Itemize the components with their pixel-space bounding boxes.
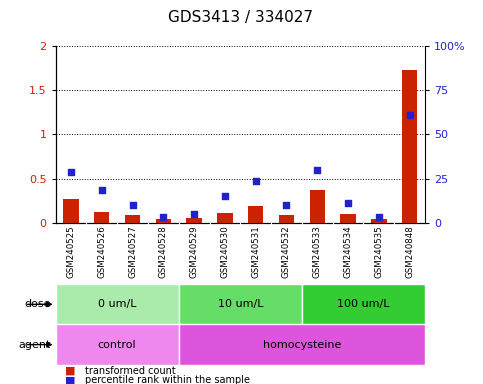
Text: GSM240531: GSM240531	[251, 225, 260, 278]
Bar	[302, 284, 425, 324]
Text: control: control	[98, 339, 136, 350]
Text: GSM240526: GSM240526	[97, 225, 106, 278]
Text: GSM240848: GSM240848	[405, 225, 414, 278]
Point	[98, 187, 106, 193]
Text: percentile rank within the sample: percentile rank within the sample	[85, 375, 250, 384]
Text: GDS3413 / 334027: GDS3413 / 334027	[168, 10, 313, 25]
Bar	[125, 215, 140, 223]
Point	[67, 169, 75, 175]
Point	[159, 214, 167, 220]
Text: GSM240528: GSM240528	[159, 225, 168, 278]
Text: GSM240527: GSM240527	[128, 225, 137, 278]
Bar	[279, 215, 294, 223]
Text: GSM240533: GSM240533	[313, 225, 322, 278]
Bar	[156, 219, 171, 223]
Bar	[94, 212, 110, 223]
Point	[406, 112, 413, 118]
Text: GSM240534: GSM240534	[343, 225, 353, 278]
Bar	[310, 190, 325, 223]
Point	[313, 167, 321, 173]
Bar	[56, 324, 179, 365]
Text: transformed count: transformed count	[85, 366, 175, 376]
Bar	[402, 70, 417, 223]
Bar	[371, 219, 386, 223]
Text: homocysteine: homocysteine	[263, 339, 341, 350]
Point	[344, 200, 352, 206]
Point	[221, 193, 229, 199]
Text: 100 um/L: 100 um/L	[337, 299, 390, 310]
Bar	[248, 206, 263, 223]
Point	[283, 202, 290, 208]
Text: GSM240525: GSM240525	[67, 225, 75, 278]
Text: 10 um/L: 10 um/L	[217, 299, 263, 310]
Text: ■: ■	[65, 366, 76, 376]
Text: GSM240535: GSM240535	[374, 225, 384, 278]
Bar	[56, 284, 179, 324]
Bar	[186, 218, 202, 223]
Point	[252, 178, 259, 184]
Bar	[217, 213, 233, 223]
Bar	[63, 199, 79, 223]
Text: agent: agent	[18, 339, 51, 350]
Bar	[179, 324, 425, 365]
Point	[128, 202, 136, 208]
Bar	[341, 214, 356, 223]
Bar	[179, 284, 302, 324]
Text: GSM240529: GSM240529	[190, 225, 199, 278]
Point	[190, 211, 198, 217]
Text: GSM240530: GSM240530	[220, 225, 229, 278]
Text: 0 um/L: 0 um/L	[98, 299, 136, 310]
Text: ■: ■	[65, 375, 76, 384]
Text: GSM240532: GSM240532	[282, 225, 291, 278]
Point	[375, 214, 383, 220]
Text: dose: dose	[24, 299, 51, 310]
